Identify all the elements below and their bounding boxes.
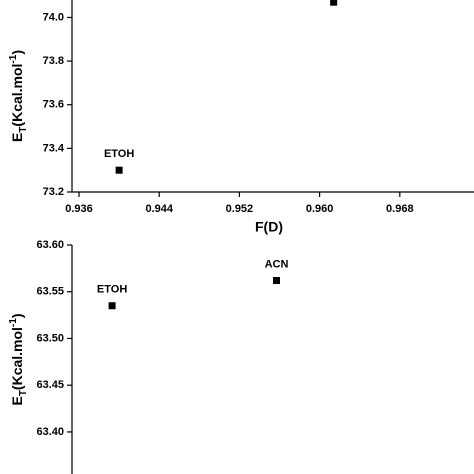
point <box>115 166 123 174</box>
y-axis-label-part: -1 <box>8 318 19 327</box>
y-axis-label: ET(Kcal.mol-1) <box>8 313 29 405</box>
y-axis-label-part: ) <box>9 50 25 55</box>
y-axis-label-part: T <box>18 390 29 396</box>
point-label: ACN <box>265 258 289 270</box>
y-axis-label-part: E <box>9 133 25 142</box>
y-tick-label: 63.55 <box>36 286 64 298</box>
y-tick-label: 63.45 <box>36 379 64 391</box>
y-axis-label-part: E <box>9 396 25 405</box>
y-axis-label-part: ) <box>9 313 25 318</box>
x-tick-label: 0.944 <box>145 203 173 215</box>
y-axis-label-part: (Kcal.mol <box>9 327 25 390</box>
point <box>273 277 281 285</box>
y-tick-label: 73.2 <box>43 186 64 198</box>
y-tick-label: 63.50 <box>36 332 64 344</box>
y-tick-label: 63.60 <box>36 239 64 251</box>
y-axis-label-part: (Kcal.mol <box>9 64 25 127</box>
y-tick-label: 74.0 <box>43 11 64 23</box>
x-tick-label: 0.960 <box>306 203 334 215</box>
point-label: ETOH <box>97 284 127 296</box>
y-tick-label: 73.6 <box>43 99 64 111</box>
x-tick-label: 0.936 <box>65 203 93 215</box>
point-label: ETOH <box>104 148 134 160</box>
x-tick-label: 0.952 <box>226 203 254 215</box>
y-tick-label: 73.8 <box>43 55 64 67</box>
y-axis-label: ET(Kcal.mol-1) <box>8 50 29 142</box>
y-axis-label-part: T <box>18 127 29 133</box>
x-axis-label: F(D) <box>255 219 283 235</box>
point <box>330 0 338 6</box>
y-axis-label-part: -1 <box>8 54 19 63</box>
point <box>108 302 116 310</box>
x-tick-label: 0.968 <box>386 203 414 215</box>
y-tick-label: 63.40 <box>36 426 64 438</box>
y-tick-label: 73.4 <box>43 142 65 154</box>
